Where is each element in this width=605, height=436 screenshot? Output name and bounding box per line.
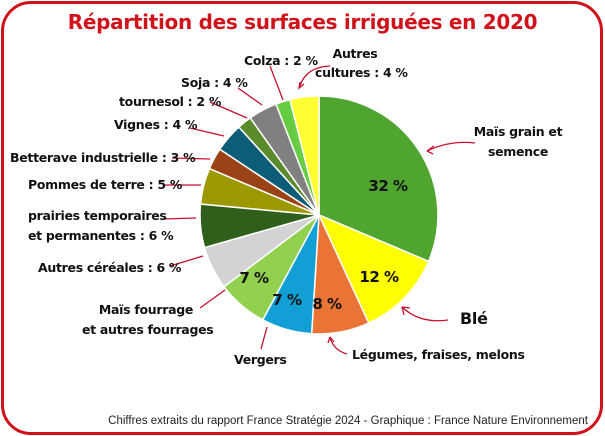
- leader-tournesol: [209, 101, 248, 119]
- pct-mais-fourrage: 7 %: [239, 269, 269, 287]
- leader-vignes: [189, 127, 225, 137]
- label-autres-cultures: Autres cultures : 4 %: [315, 46, 408, 80]
- label-pommes-de-terre: Pommes de terre : 5 %: [28, 177, 183, 192]
- label-autres-cereales: Autres céréales : 6 %: [38, 260, 182, 275]
- leader-autres-cereales: [169, 255, 204, 267]
- pct-mais-grain: 32 %: [368, 177, 408, 195]
- chart-title: Répartition des surfaces irriguées en 20…: [67, 10, 538, 34]
- arrow-legumes: [329, 336, 348, 355]
- label-vignes: Vignes : 4 %: [114, 117, 198, 132]
- arrow-autres-cultures: [299, 65, 331, 87]
- leader-betterave: [171, 157, 211, 160]
- leader-prairies: [161, 217, 197, 220]
- arrow-mais-grain: [426, 141, 476, 152]
- source-footer: Chiffres extraits du rapport France Stra…: [108, 415, 588, 427]
- label-colza: Colza : 2 %: [244, 53, 318, 68]
- pie-slice: [317, 213, 430, 325]
- label-legumes: Légumes, fraises, melons: [352, 347, 525, 362]
- arrow-ble: [401, 306, 449, 322]
- label-tournesol: tournesol : 2 %: [119, 94, 222, 109]
- pie-slice: [318, 95, 439, 263]
- label-mais-grain: Maïs grain et semence: [473, 124, 563, 159]
- label-betterave: Betterave industrielle : 3 %: [10, 150, 196, 165]
- label-ble: Blé: [460, 309, 488, 328]
- pct-vergers: 7 %: [272, 291, 302, 309]
- leader-mais-fourrage: [199, 289, 226, 309]
- pie-slices: [199, 95, 439, 335]
- pct-ble: 12 %: [359, 268, 399, 286]
- leader-lines: [161, 65, 476, 355]
- label-prairies: prairies temporaires et permanentes : 6 …: [28, 208, 174, 243]
- label-mais-fourrage: Maïs fourrage et autres fourrages: [82, 302, 214, 337]
- label-vergers: Vergers: [234, 352, 287, 367]
- pie-slice: [289, 95, 320, 216]
- leader-vergers: [260, 326, 268, 350]
- leader-soja: [237, 87, 263, 106]
- pct-legumes: 8 %: [312, 295, 342, 313]
- leader-colza: [269, 65, 284, 101]
- label-soja: Soja : 4 %: [181, 75, 248, 90]
